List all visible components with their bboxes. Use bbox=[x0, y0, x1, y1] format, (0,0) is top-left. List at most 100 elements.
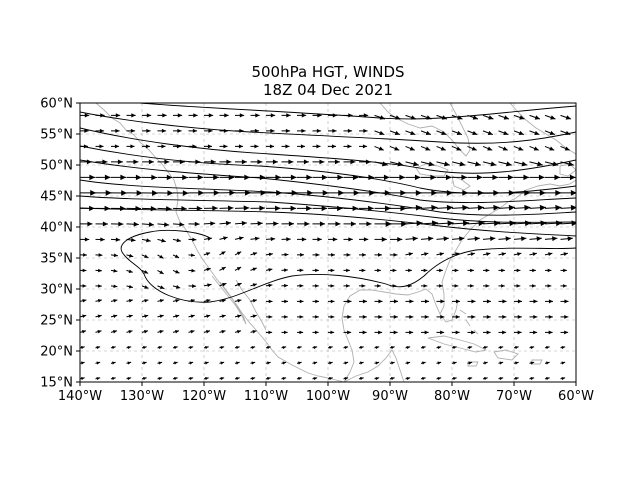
wind-arrow bbox=[514, 314, 522, 319]
wind-arrow bbox=[467, 268, 474, 273]
wind-arrow bbox=[529, 114, 541, 120]
wind-arrow bbox=[80, 299, 87, 303]
wind-arrow bbox=[80, 237, 90, 242]
wind-arrow bbox=[219, 144, 228, 149]
wind-arrow bbox=[141, 159, 154, 165]
wind-arrow bbox=[467, 190, 484, 196]
wind-arrow bbox=[560, 161, 574, 167]
wind-arrow bbox=[219, 128, 229, 133]
wind-arrow bbox=[281, 221, 295, 227]
wind-arrow bbox=[343, 376, 349, 381]
wind-arrow bbox=[483, 174, 499, 181]
wind-arrow bbox=[498, 330, 507, 335]
wind-arrow bbox=[203, 221, 216, 226]
wind-arrow bbox=[296, 113, 307, 118]
wind-arrow bbox=[467, 252, 475, 257]
wind-arrow bbox=[110, 269, 118, 273]
wind-arrow bbox=[405, 252, 413, 257]
wind-arrow bbox=[234, 314, 242, 319]
wind-arrow bbox=[95, 174, 111, 181]
wind-arrow bbox=[327, 253, 335, 257]
wind-arrow bbox=[529, 299, 538, 304]
wind-arrow bbox=[265, 113, 276, 118]
wind-arrow bbox=[188, 144, 197, 149]
wind-arrow bbox=[157, 128, 167, 133]
wind-arrow bbox=[266, 330, 273, 335]
wind-arrow bbox=[576, 330, 584, 334]
wind-arrow bbox=[389, 114, 401, 120]
wind-arrow bbox=[219, 266, 226, 271]
wind-arrow bbox=[250, 174, 266, 181]
wind-arrow bbox=[281, 315, 288, 319]
wind-arrow bbox=[157, 222, 170, 227]
wind-arrow bbox=[575, 362, 576, 364]
x-tick-label: 80°W bbox=[434, 389, 470, 404]
wind-arrow bbox=[188, 113, 198, 118]
coastline-gulf-california bbox=[235, 279, 267, 331]
wind-arrow bbox=[390, 314, 398, 319]
wind-arrow bbox=[172, 345, 178, 350]
wind-arrow bbox=[157, 190, 174, 196]
wind-arrow bbox=[327, 237, 338, 242]
wind-arrow bbox=[343, 299, 352, 304]
wind-arrow bbox=[327, 159, 340, 165]
wind-arrow bbox=[560, 204, 576, 211]
wind-arrow bbox=[575, 207, 576, 209]
wind-arrow bbox=[203, 283, 212, 288]
contour-line bbox=[80, 159, 576, 204]
wind-arrow bbox=[498, 284, 505, 288]
wind-arrow bbox=[436, 314, 445, 319]
wind-arrow bbox=[343, 190, 360, 196]
wind-arrow bbox=[374, 190, 391, 196]
wind-arrow bbox=[126, 269, 133, 273]
wind-arrow bbox=[482, 376, 488, 381]
y-tick-label: 20°N bbox=[40, 345, 73, 360]
wind-arrow bbox=[374, 284, 381, 288]
wind-arrow bbox=[141, 238, 151, 243]
wind-arrow bbox=[281, 174, 297, 181]
wind-arrow bbox=[312, 159, 325, 165]
contour-line bbox=[139, 103, 576, 120]
coastline-baja bbox=[211, 275, 247, 325]
wind-arrow bbox=[297, 299, 304, 304]
wind-arrow bbox=[560, 130, 571, 136]
wind-arrow bbox=[389, 345, 395, 350]
wind-arrow bbox=[172, 254, 180, 259]
wind-arrow bbox=[157, 269, 164, 275]
wind-arrow bbox=[219, 174, 235, 181]
wind-arrow bbox=[172, 144, 182, 149]
wind-arrow bbox=[359, 144, 368, 149]
wind-arrow bbox=[95, 128, 105, 133]
wind-arrow bbox=[436, 236, 449, 242]
wind-arrow bbox=[110, 237, 121, 242]
wind-arrow bbox=[421, 174, 437, 181]
wind-arrow bbox=[265, 268, 273, 272]
wind-arrow bbox=[560, 236, 573, 242]
wind-arrow bbox=[312, 376, 318, 381]
y-tick-label: 50°N bbox=[40, 159, 73, 174]
wind-arrow bbox=[405, 174, 421, 181]
wind-arrow bbox=[575, 347, 576, 348]
wind-arrow bbox=[95, 284, 102, 288]
wind-arrow bbox=[436, 284, 443, 288]
wind-arrow bbox=[126, 330, 133, 334]
wind-arrow bbox=[560, 345, 566, 350]
wind-arrow bbox=[95, 345, 101, 350]
wind-arrow bbox=[188, 221, 200, 227]
wind-arrow bbox=[436, 145, 446, 151]
wind-arrow bbox=[513, 361, 519, 365]
wind-arrow bbox=[250, 267, 257, 272]
y-tick-label: 40°N bbox=[40, 221, 73, 236]
wind-arrow bbox=[203, 314, 211, 319]
wind-arrow bbox=[172, 174, 188, 181]
wind-arrow bbox=[544, 204, 562, 211]
wind-arrow bbox=[327, 345, 333, 350]
wind-arrow bbox=[575, 115, 576, 116]
wind-arrow bbox=[157, 314, 164, 319]
wind-arrow bbox=[296, 345, 302, 350]
wind-arrow bbox=[343, 284, 350, 288]
wind-arrow bbox=[390, 268, 397, 273]
wind-arrow bbox=[95, 268, 102, 273]
wind-arrow bbox=[126, 253, 134, 258]
